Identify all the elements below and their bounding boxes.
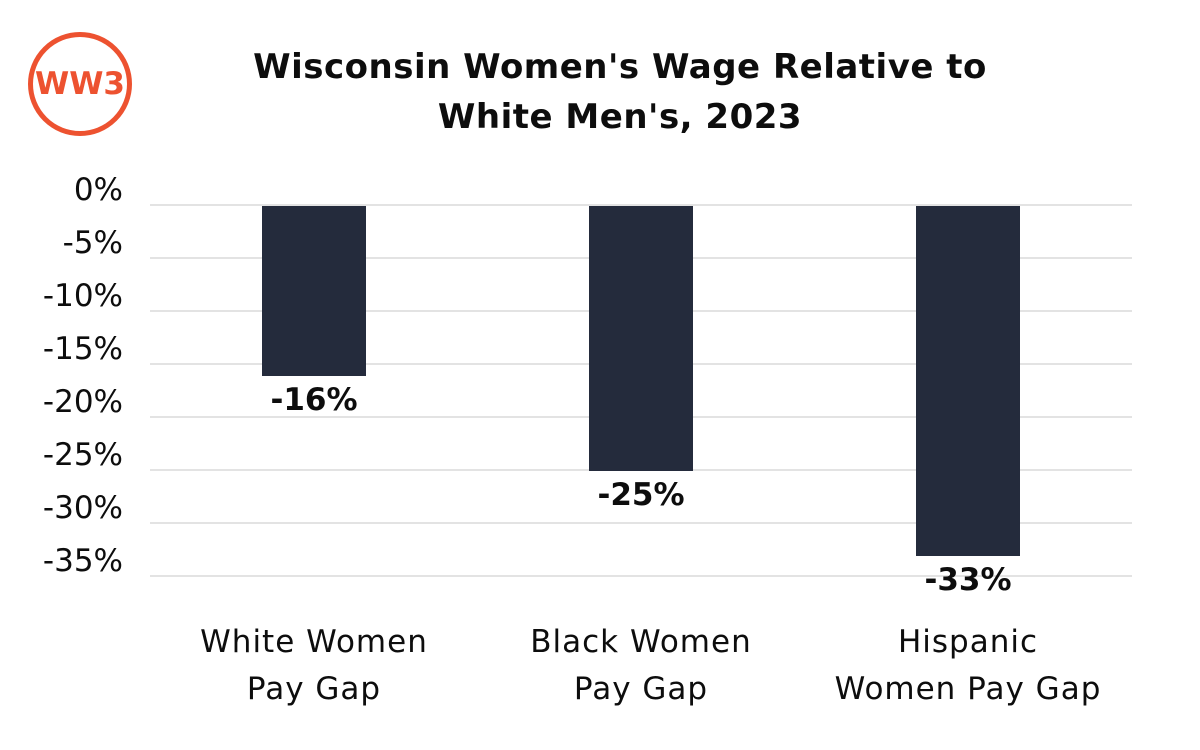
y-axis-tick-label: 0% [73, 172, 123, 208]
y-axis-tick-label: -20% [42, 384, 123, 420]
bar-value-label: -16% [270, 382, 358, 418]
y-axis-tick-label: -35% [42, 543, 123, 579]
x-axis-category-label-line: Black Women [530, 624, 752, 660]
bar [916, 206, 1020, 556]
y-axis-tick-label: -15% [42, 331, 123, 367]
bar-value-label: -33% [924, 562, 1012, 598]
gridline [150, 522, 1132, 524]
x-axis-category-label: White Women Pay Gap [134, 619, 494, 713]
ww3-logo-text: WW3 [35, 66, 125, 102]
chart-title: Wisconsin Women's Wage Relative to White… [115, 42, 1125, 142]
y-axis-tick-label: -10% [42, 278, 123, 314]
bar-value-label: -25% [597, 477, 685, 513]
bar [589, 206, 693, 471]
x-axis-category-label-line: Women Pay Gap [834, 671, 1102, 707]
chart-title-line1: Wisconsin Women's Wage Relative to [253, 47, 987, 87]
gridline [150, 204, 1132, 206]
x-axis-category-label-line: Hispanic [897, 624, 1039, 660]
gridline [150, 575, 1132, 577]
y-axis-tick-label: -25% [42, 437, 123, 473]
x-axis-category-label-line: Pay Gap [573, 671, 709, 707]
x-axis-category-label-line: White Women [200, 624, 428, 660]
ww3-logo: WW3 [28, 32, 132, 136]
x-axis-category-label: Hispanic Women Pay Gap [788, 619, 1148, 713]
x-axis-category-label: Black Women Pay Gap [461, 619, 821, 713]
x-axis-category-label-line: Pay Gap [246, 671, 382, 707]
bar [262, 206, 366, 376]
y-axis-tick-label: -30% [42, 490, 123, 526]
y-axis-tick-label: -5% [62, 225, 123, 261]
chart-title-line2: White Men's, 2023 [437, 97, 803, 137]
